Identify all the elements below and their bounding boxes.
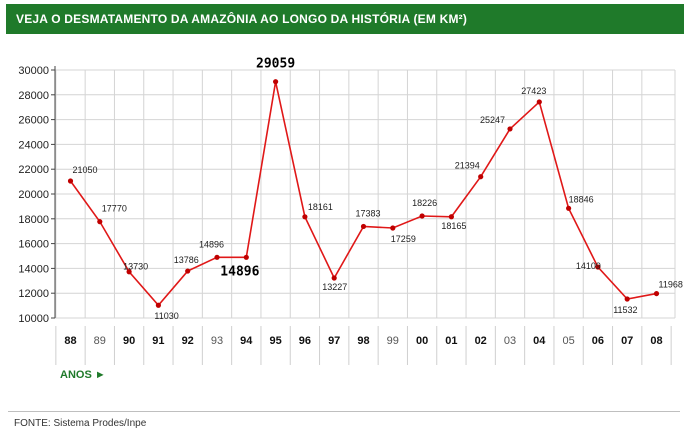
chart-title-banner: VEJA O DESMATAMENTO DA AMAZÔNIA AO LONGO… xyxy=(6,4,684,34)
data-point xyxy=(390,225,396,231)
data-label: 14896 xyxy=(199,239,224,249)
x-tick-label: 92 xyxy=(182,335,194,347)
data-label: 17770 xyxy=(102,204,127,214)
x-tick-label: 94 xyxy=(240,335,253,347)
data-label: 11532 xyxy=(613,305,637,315)
data-label: 13786 xyxy=(174,255,199,265)
data-label: 18165 xyxy=(441,221,466,231)
footer-divider xyxy=(8,411,680,412)
y-tick-label: 18000 xyxy=(18,214,49,226)
x-tick-label: 08 xyxy=(650,335,662,347)
data-point xyxy=(507,126,513,132)
data-label: 21050 xyxy=(73,165,98,175)
data-label: 17259 xyxy=(391,234,416,244)
data-point xyxy=(448,214,454,220)
x-tick-label: 90 xyxy=(123,335,135,347)
x-tick-label: 91 xyxy=(152,335,164,347)
source-note: FONTE: Sistema Prodes/Inpe xyxy=(14,418,147,429)
y-tick-label: 24000 xyxy=(18,139,49,151)
data-point xyxy=(273,79,279,85)
x-tick-label: 05 xyxy=(562,335,574,347)
x-tick-label: 02 xyxy=(475,335,487,347)
data-label: 18846 xyxy=(569,194,594,204)
data-point xyxy=(126,269,132,275)
x-tick-label: 06 xyxy=(592,335,604,347)
x-tick-label: 97 xyxy=(328,335,340,347)
y-tick-label: 20000 xyxy=(18,189,49,201)
data-point xyxy=(243,254,249,260)
data-label: 25247 xyxy=(480,115,505,125)
x-tick-label: 01 xyxy=(445,335,457,347)
chart-title: VEJA O DESMATAMENTO DA AMAZÔNIA AO LONGO… xyxy=(16,12,468,26)
x-tick-label: 88 xyxy=(64,335,76,347)
data-point xyxy=(331,275,337,281)
data-label: 18226 xyxy=(412,198,437,208)
x-tick-label: 95 xyxy=(269,335,281,347)
y-tick-label: 10000 xyxy=(18,313,49,325)
y-tick-label: 12000 xyxy=(18,288,49,300)
data-point xyxy=(302,214,308,220)
data-point xyxy=(478,174,484,180)
data-point xyxy=(97,219,103,225)
data-label: 14109 xyxy=(576,261,601,271)
data-label: 14896 xyxy=(220,264,259,279)
data-point xyxy=(653,290,660,297)
data-label: 29059 xyxy=(256,57,295,72)
data-point xyxy=(67,178,74,184)
data-point xyxy=(214,254,220,260)
x-tick-label: 93 xyxy=(211,335,223,347)
y-tick-label: 30000 xyxy=(18,65,49,77)
data-label: 13730 xyxy=(123,262,148,272)
y-tick-label: 22000 xyxy=(18,164,49,176)
data-point xyxy=(624,296,630,302)
x-axis-title: ANOS ► xyxy=(60,369,106,381)
x-tick-label: 89 xyxy=(94,335,106,347)
x-tick-label: 04 xyxy=(533,335,546,347)
x-tick-label: 99 xyxy=(387,335,399,347)
data-point xyxy=(360,223,367,230)
data-point xyxy=(419,213,425,219)
data-point xyxy=(185,268,191,274)
y-tick-label: 14000 xyxy=(18,263,49,275)
x-tick-label: 96 xyxy=(299,335,311,347)
data-point xyxy=(536,99,542,105)
x-tick-label: 98 xyxy=(357,335,369,347)
data-label: 11030 xyxy=(154,311,178,321)
x-tick-label: 00 xyxy=(416,335,428,347)
data-label: 21394 xyxy=(455,161,480,171)
x-tick-label: 07 xyxy=(621,335,633,347)
data-point xyxy=(155,302,161,308)
data-point xyxy=(595,264,601,270)
y-tick-label: 16000 xyxy=(18,239,49,251)
data-label: 11968 xyxy=(659,280,683,290)
x-tick-label: 03 xyxy=(504,335,516,347)
data-label: 13227 xyxy=(322,282,347,292)
data-label: 17383 xyxy=(356,208,381,218)
y-tick-label: 26000 xyxy=(18,115,49,127)
data-point xyxy=(566,205,572,211)
data-label: 18161 xyxy=(308,202,333,212)
y-tick-label: 28000 xyxy=(18,90,49,102)
data-label: 27423 xyxy=(521,86,546,96)
